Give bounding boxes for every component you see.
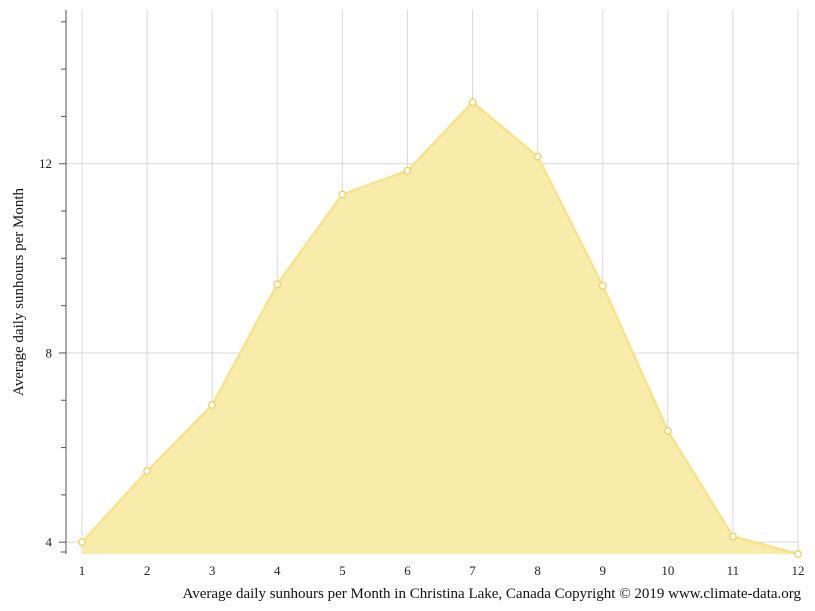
x-tick-label: 9	[599, 563, 606, 578]
x-tick-labels: 1 2 3 4 5 6 7 8 9 10 11 12	[79, 563, 805, 578]
x-axis-caption: Average daily sunhours per Month in Chri…	[183, 586, 802, 602]
data-point-month-9	[598, 281, 607, 290]
y-tick-label: 4	[46, 535, 53, 550]
x-tick-label: 8	[534, 563, 541, 578]
data-point-month-4	[273, 280, 282, 289]
data-point-month-6	[403, 166, 412, 175]
data-points	[78, 98, 802, 558]
area-fill	[82, 102, 798, 555]
data-point-month-10	[663, 427, 672, 435]
data-point-month-11	[728, 532, 737, 541]
data-point-month-7	[468, 98, 477, 107]
x-tick-label: 2	[144, 563, 151, 578]
y-tick-label: 12	[39, 156, 52, 171]
data-point-month-5	[338, 190, 347, 199]
x-tick-label: 11	[727, 563, 740, 578]
data-point-month-8	[533, 152, 542, 161]
series-line	[81, 100, 799, 556]
data-point-month-1	[78, 538, 86, 547]
data-point-month-12	[794, 550, 802, 558]
x-tick-label: 12	[792, 563, 805, 578]
y-tick-label: 8	[46, 345, 53, 360]
y-tick-labels: 4 8 12	[39, 156, 53, 549]
data-point-month-3	[208, 401, 217, 409]
y-axis-title: Average daily sunhours per Month	[11, 188, 27, 397]
axes	[59, 10, 67, 554]
x-tick-label: 1	[79, 563, 86, 578]
x-tick-label: 6	[404, 563, 411, 578]
x-tick-label: 3	[209, 563, 216, 578]
data-point-month-2	[143, 467, 152, 476]
x-tick-label: 10	[661, 563, 674, 578]
x-tick-label: 4	[274, 563, 281, 578]
x-tick-label: 5	[339, 563, 346, 578]
x-tick-label: 7	[469, 563, 476, 578]
